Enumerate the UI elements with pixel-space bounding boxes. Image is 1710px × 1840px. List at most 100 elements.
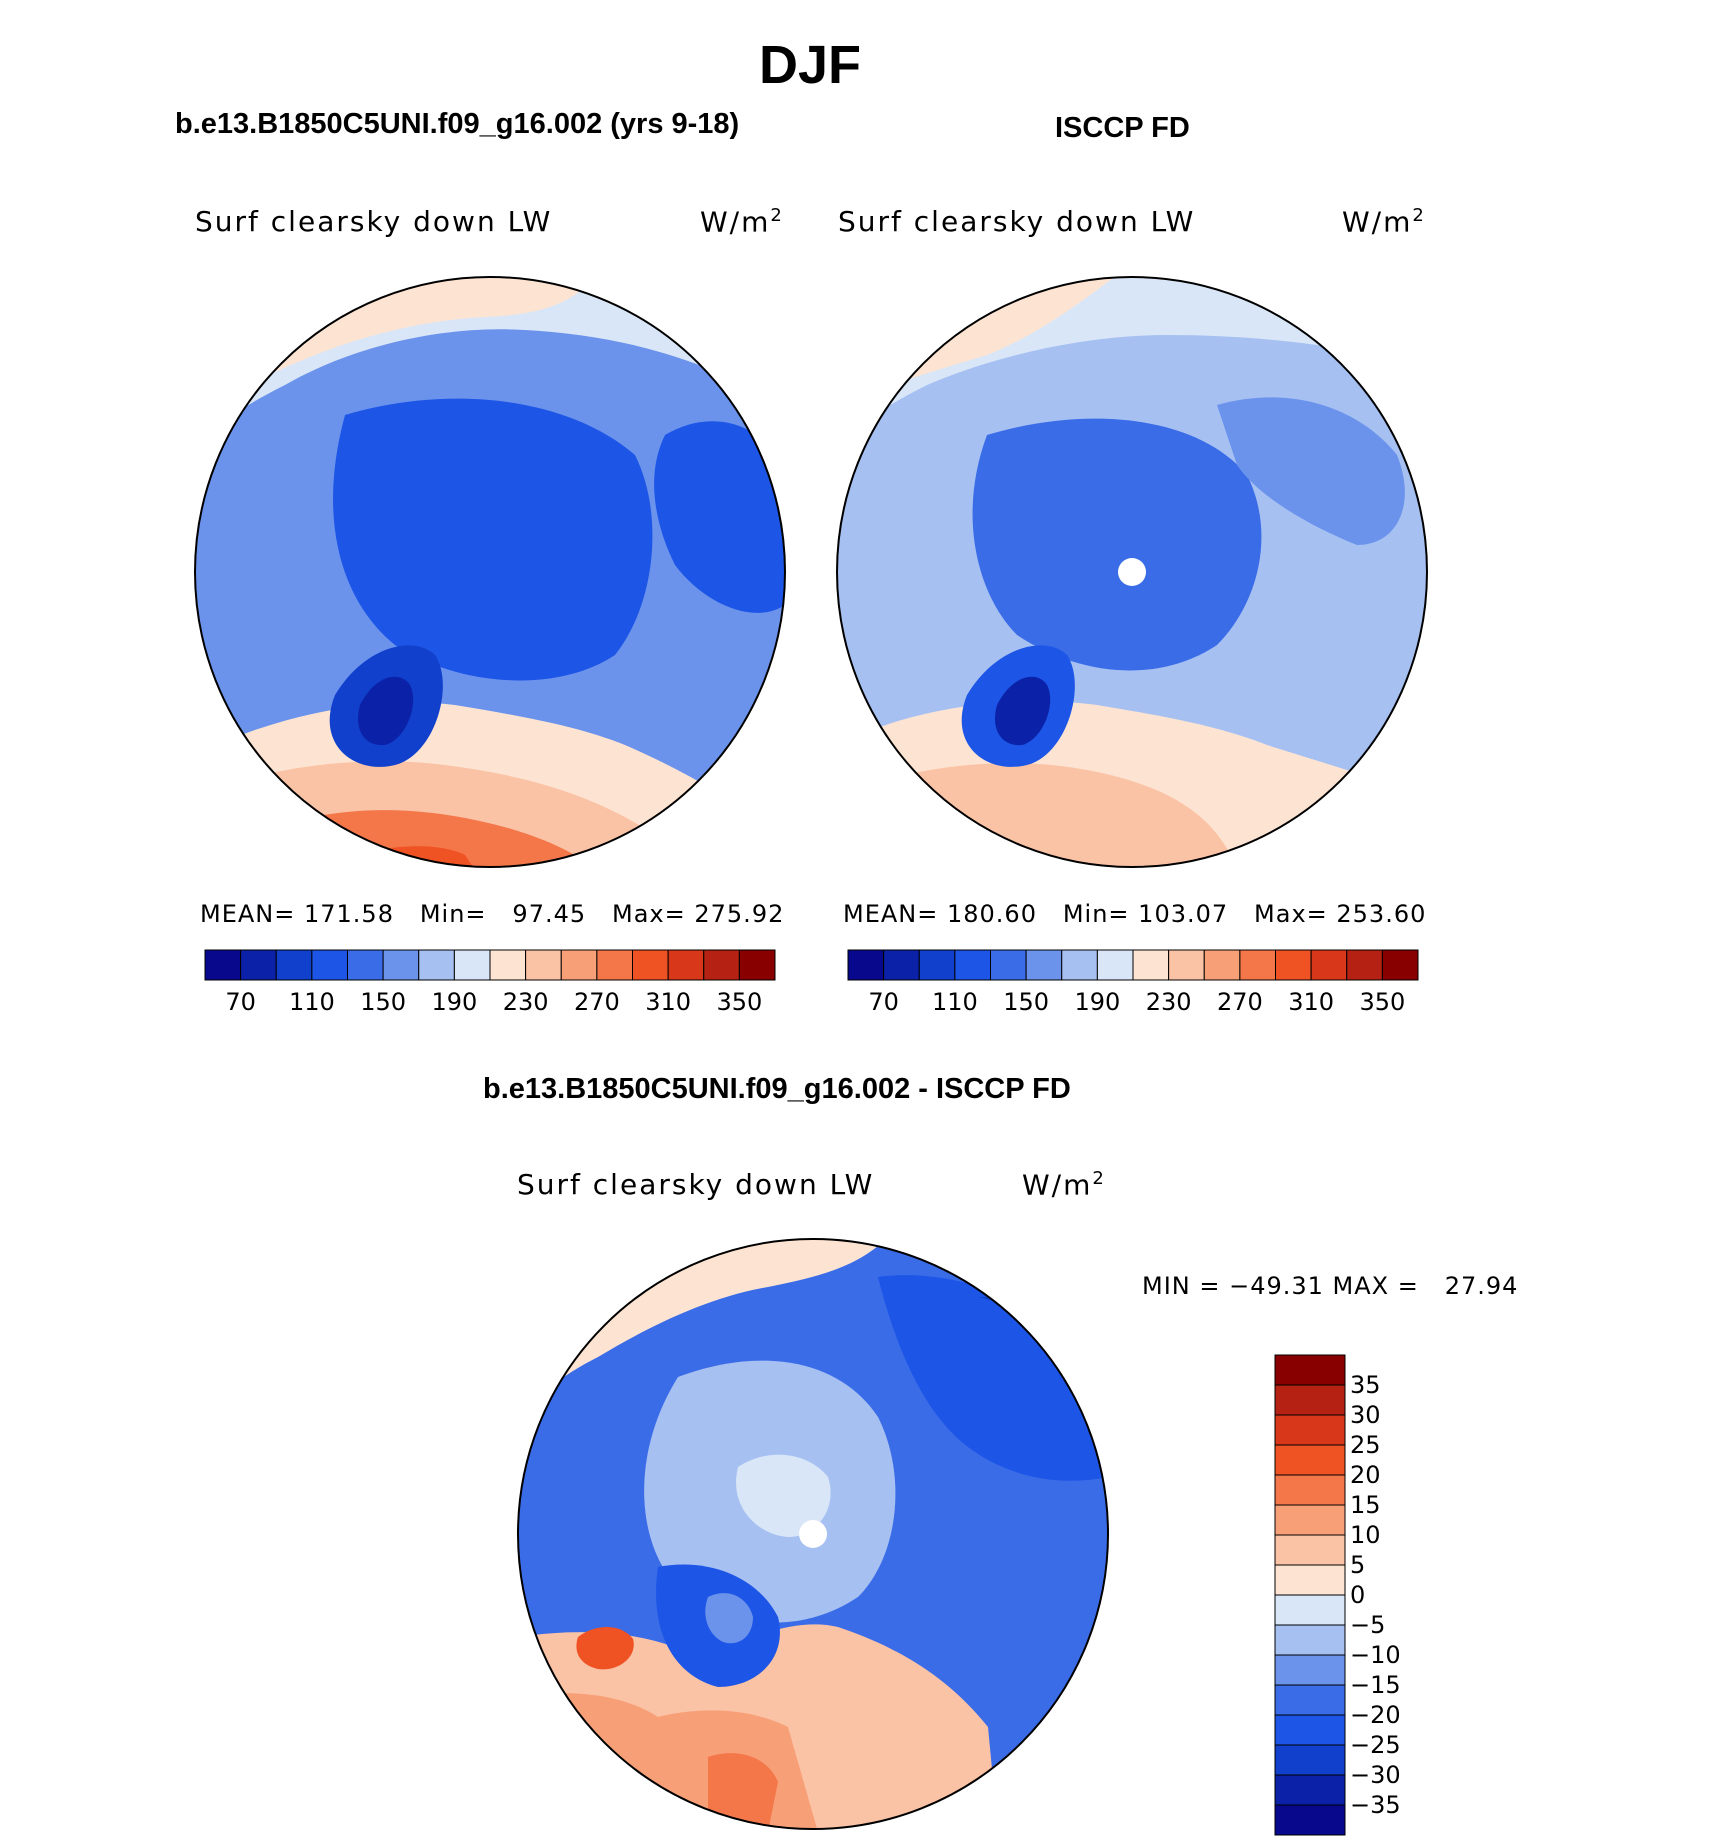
polar-missing-data-hole [799, 1520, 827, 1548]
colorbar-swatch [1381, 949, 1419, 981]
colorbar-tick-label: 310 [1288, 988, 1335, 1016]
colorbar-swatch [1274, 1654, 1346, 1686]
colorbar-tick-label: 5 [1350, 1551, 1366, 1579]
colorbar-swatch [1310, 949, 1348, 981]
panel3-variable-label: Surf clearsky down LW [517, 1168, 875, 1201]
colorbar-tick-label: −20 [1350, 1701, 1401, 1729]
colorbar-tick-label: 190 [431, 988, 478, 1016]
colorbar-tick-label: 0 [1350, 1581, 1366, 1609]
colorbar-swatch [1274, 1744, 1346, 1776]
colorbar-swatch [1274, 1414, 1346, 1446]
colorbar-swatch [667, 949, 705, 981]
colorbar-swatch [204, 949, 242, 981]
colorbar-swatch [1274, 1384, 1346, 1416]
colorbar-swatch [382, 949, 420, 981]
colorbar-swatch [883, 949, 920, 981]
colorbar-swatch [632, 949, 669, 981]
panel3-case-title: b.e13.B1850C5UNI.f09_g16.002 - ISCCP FD [483, 1073, 1071, 1105]
panel3-colorbar [1274, 1354, 1346, 1836]
panel2-colorbar-ticks: 70 110 150 190 230 270 310 350 [848, 988, 1418, 1018]
colorbar-tick-label: 25 [1350, 1431, 1381, 1459]
colorbar-swatch [1168, 949, 1205, 981]
colorbar-tick-label: −15 [1350, 1671, 1401, 1699]
panel1-variable-label: Surf clearsky down LW [195, 205, 553, 238]
colorbar-tick-label: 190 [1074, 988, 1121, 1016]
colorbar-tick-label: 230 [502, 988, 549, 1016]
colorbar-swatch [596, 949, 633, 981]
colorbar-tick-label: 310 [645, 988, 692, 1016]
panel2-case-title: ISCCP FD [1055, 112, 1190, 144]
colorbar-swatch [1096, 949, 1134, 981]
colorbar-tick-label: 230 [1145, 988, 1192, 1016]
panel1-polar-map [194, 276, 786, 868]
colorbar-swatch [1274, 1354, 1346, 1386]
colorbar-swatch [1239, 949, 1276, 981]
panel3-polar-map [517, 1238, 1109, 1830]
colorbar-swatch [453, 949, 491, 981]
colorbar-swatch [489, 949, 527, 981]
colorbar-swatch [347, 949, 384, 981]
colorbar-tick-label: −35 [1350, 1791, 1401, 1819]
colorbar-swatch [311, 949, 348, 981]
colorbar-swatch [1274, 1534, 1346, 1566]
panel2-polar-map [836, 276, 1428, 868]
colorbar-tick-label: 30 [1350, 1401, 1381, 1429]
colorbar-swatch [1274, 1444, 1346, 1476]
panel3-units-label: W/m2 [1022, 1168, 1106, 1202]
panel3-colorbar-ticks: 35 30 25 20 15 10 5 0 −5 −10 −15 −20 −25 −30 −35 [1350, 1355, 1430, 1835]
colorbar-tick-label: 350 [716, 988, 763, 1016]
colorbar-swatch [990, 949, 1027, 981]
colorbar-tick-label: 110 [931, 988, 978, 1016]
colorbar-swatch [1274, 1624, 1346, 1656]
panel3-stats: MIN = −49.31 MAX = 27.94 [1142, 1272, 1519, 1300]
colorbar-tick-label: 15 [1350, 1491, 1381, 1519]
colorbar-tick-label: 150 [1003, 988, 1050, 1016]
colorbar-swatch [1274, 1594, 1346, 1626]
colorbar-tick-label: 350 [1359, 988, 1406, 1016]
colorbar-swatch [1274, 1684, 1346, 1716]
panel1-units-label: W/m2 [700, 205, 784, 239]
colorbar-swatch [1275, 949, 1312, 981]
colorbar-swatch [703, 949, 740, 981]
colorbar-tick-label: 270 [573, 988, 620, 1016]
colorbar-swatch [560, 949, 598, 981]
colorbar-swatch [1203, 949, 1241, 981]
colorbar-swatch [418, 949, 455, 981]
panel1-colorbar [204, 949, 776, 981]
colorbar-tick-label: −30 [1350, 1761, 1401, 1789]
colorbar-tick-label: −25 [1350, 1731, 1401, 1759]
colorbar-swatch [1274, 1504, 1346, 1536]
colorbar-swatch [1132, 949, 1170, 981]
colorbar-tick-label: 70 [225, 988, 256, 1016]
colorbar-tick-label: 150 [360, 988, 407, 1016]
colorbar-swatch [1346, 949, 1383, 981]
panel1-case-title: b.e13.B1850C5UNI.f09_g16.002 (yrs 9-18) [175, 108, 740, 140]
colorbar-swatch [918, 949, 956, 981]
figure-title: DJF [758, 35, 861, 95]
colorbar-tick-label: 20 [1350, 1461, 1381, 1489]
polar-missing-data-hole [1118, 558, 1146, 586]
colorbar-swatch [1274, 1804, 1346, 1836]
colorbar-swatch [1274, 1564, 1346, 1596]
panel2-stats: MEAN= 180.60 Min= 103.07 Max= 253.60 [843, 900, 1427, 928]
colorbar-swatch [1274, 1774, 1346, 1806]
colorbar-swatch [847, 949, 885, 981]
panel1-stats: MEAN= 171.58 Min= 97.45 Max= 275.92 [200, 900, 785, 928]
colorbar-swatch [738, 949, 776, 981]
colorbar-swatch [1274, 1714, 1346, 1746]
colorbar-tick-label: −5 [1350, 1611, 1386, 1639]
panel2-variable-label: Surf clearsky down LW [838, 205, 1196, 238]
colorbar-swatch [240, 949, 277, 981]
panel2-units-label: W/m2 [1342, 205, 1426, 239]
colorbar-swatch [1274, 1474, 1346, 1506]
colorbar-swatch [954, 949, 991, 981]
colorbar-swatch [1061, 949, 1098, 981]
colorbar-tick-label: 10 [1350, 1521, 1381, 1549]
colorbar-tick-label: 270 [1216, 988, 1263, 1016]
colorbar-swatch [1025, 949, 1063, 981]
panel2-colorbar [847, 949, 1419, 981]
colorbar-tick-label: 110 [288, 988, 335, 1016]
colorbar-swatch [275, 949, 313, 981]
colorbar-tick-label: 70 [868, 988, 899, 1016]
panel1-colorbar-ticks: 70 110 150 190 230 270 310 350 [205, 988, 775, 1018]
